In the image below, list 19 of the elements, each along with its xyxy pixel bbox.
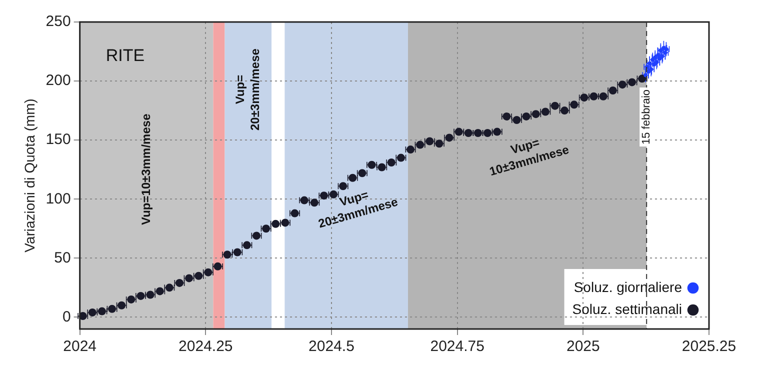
x-tick-label: 2024.75 bbox=[430, 338, 484, 356]
y-tick-label: 50 bbox=[54, 249, 71, 266]
ref-line-label: 15 febbraio bbox=[640, 89, 653, 145]
y-tick-label: 150 bbox=[46, 131, 71, 148]
band-label: Vup=10±3mm/mese bbox=[138, 113, 153, 225]
y-tick-label: 100 bbox=[46, 190, 71, 208]
y-tick-label: 250 bbox=[46, 13, 71, 30]
y-tick-label: 200 bbox=[46, 72, 71, 90]
x-tick-label: 2025.25 bbox=[682, 338, 736, 356]
legend-label: Soluz. settimanali bbox=[572, 300, 682, 317]
band-label: Vup= 20±3mm/mese bbox=[233, 48, 262, 131]
annotation: RITE bbox=[106, 46, 145, 66]
y-axis-title: Variazioni di Quota (mm) bbox=[21, 98, 38, 252]
y-tick-label: 0 bbox=[62, 308, 71, 326]
x-tick-label: 2024 bbox=[63, 338, 97, 356]
x-tick-label: 2024.5 bbox=[308, 338, 354, 356]
x-tick-label: 2024.25 bbox=[178, 338, 233, 356]
x-tick-label: 2025 bbox=[566, 338, 600, 356]
legend-label: Soluz. giornaliere bbox=[574, 278, 682, 295]
